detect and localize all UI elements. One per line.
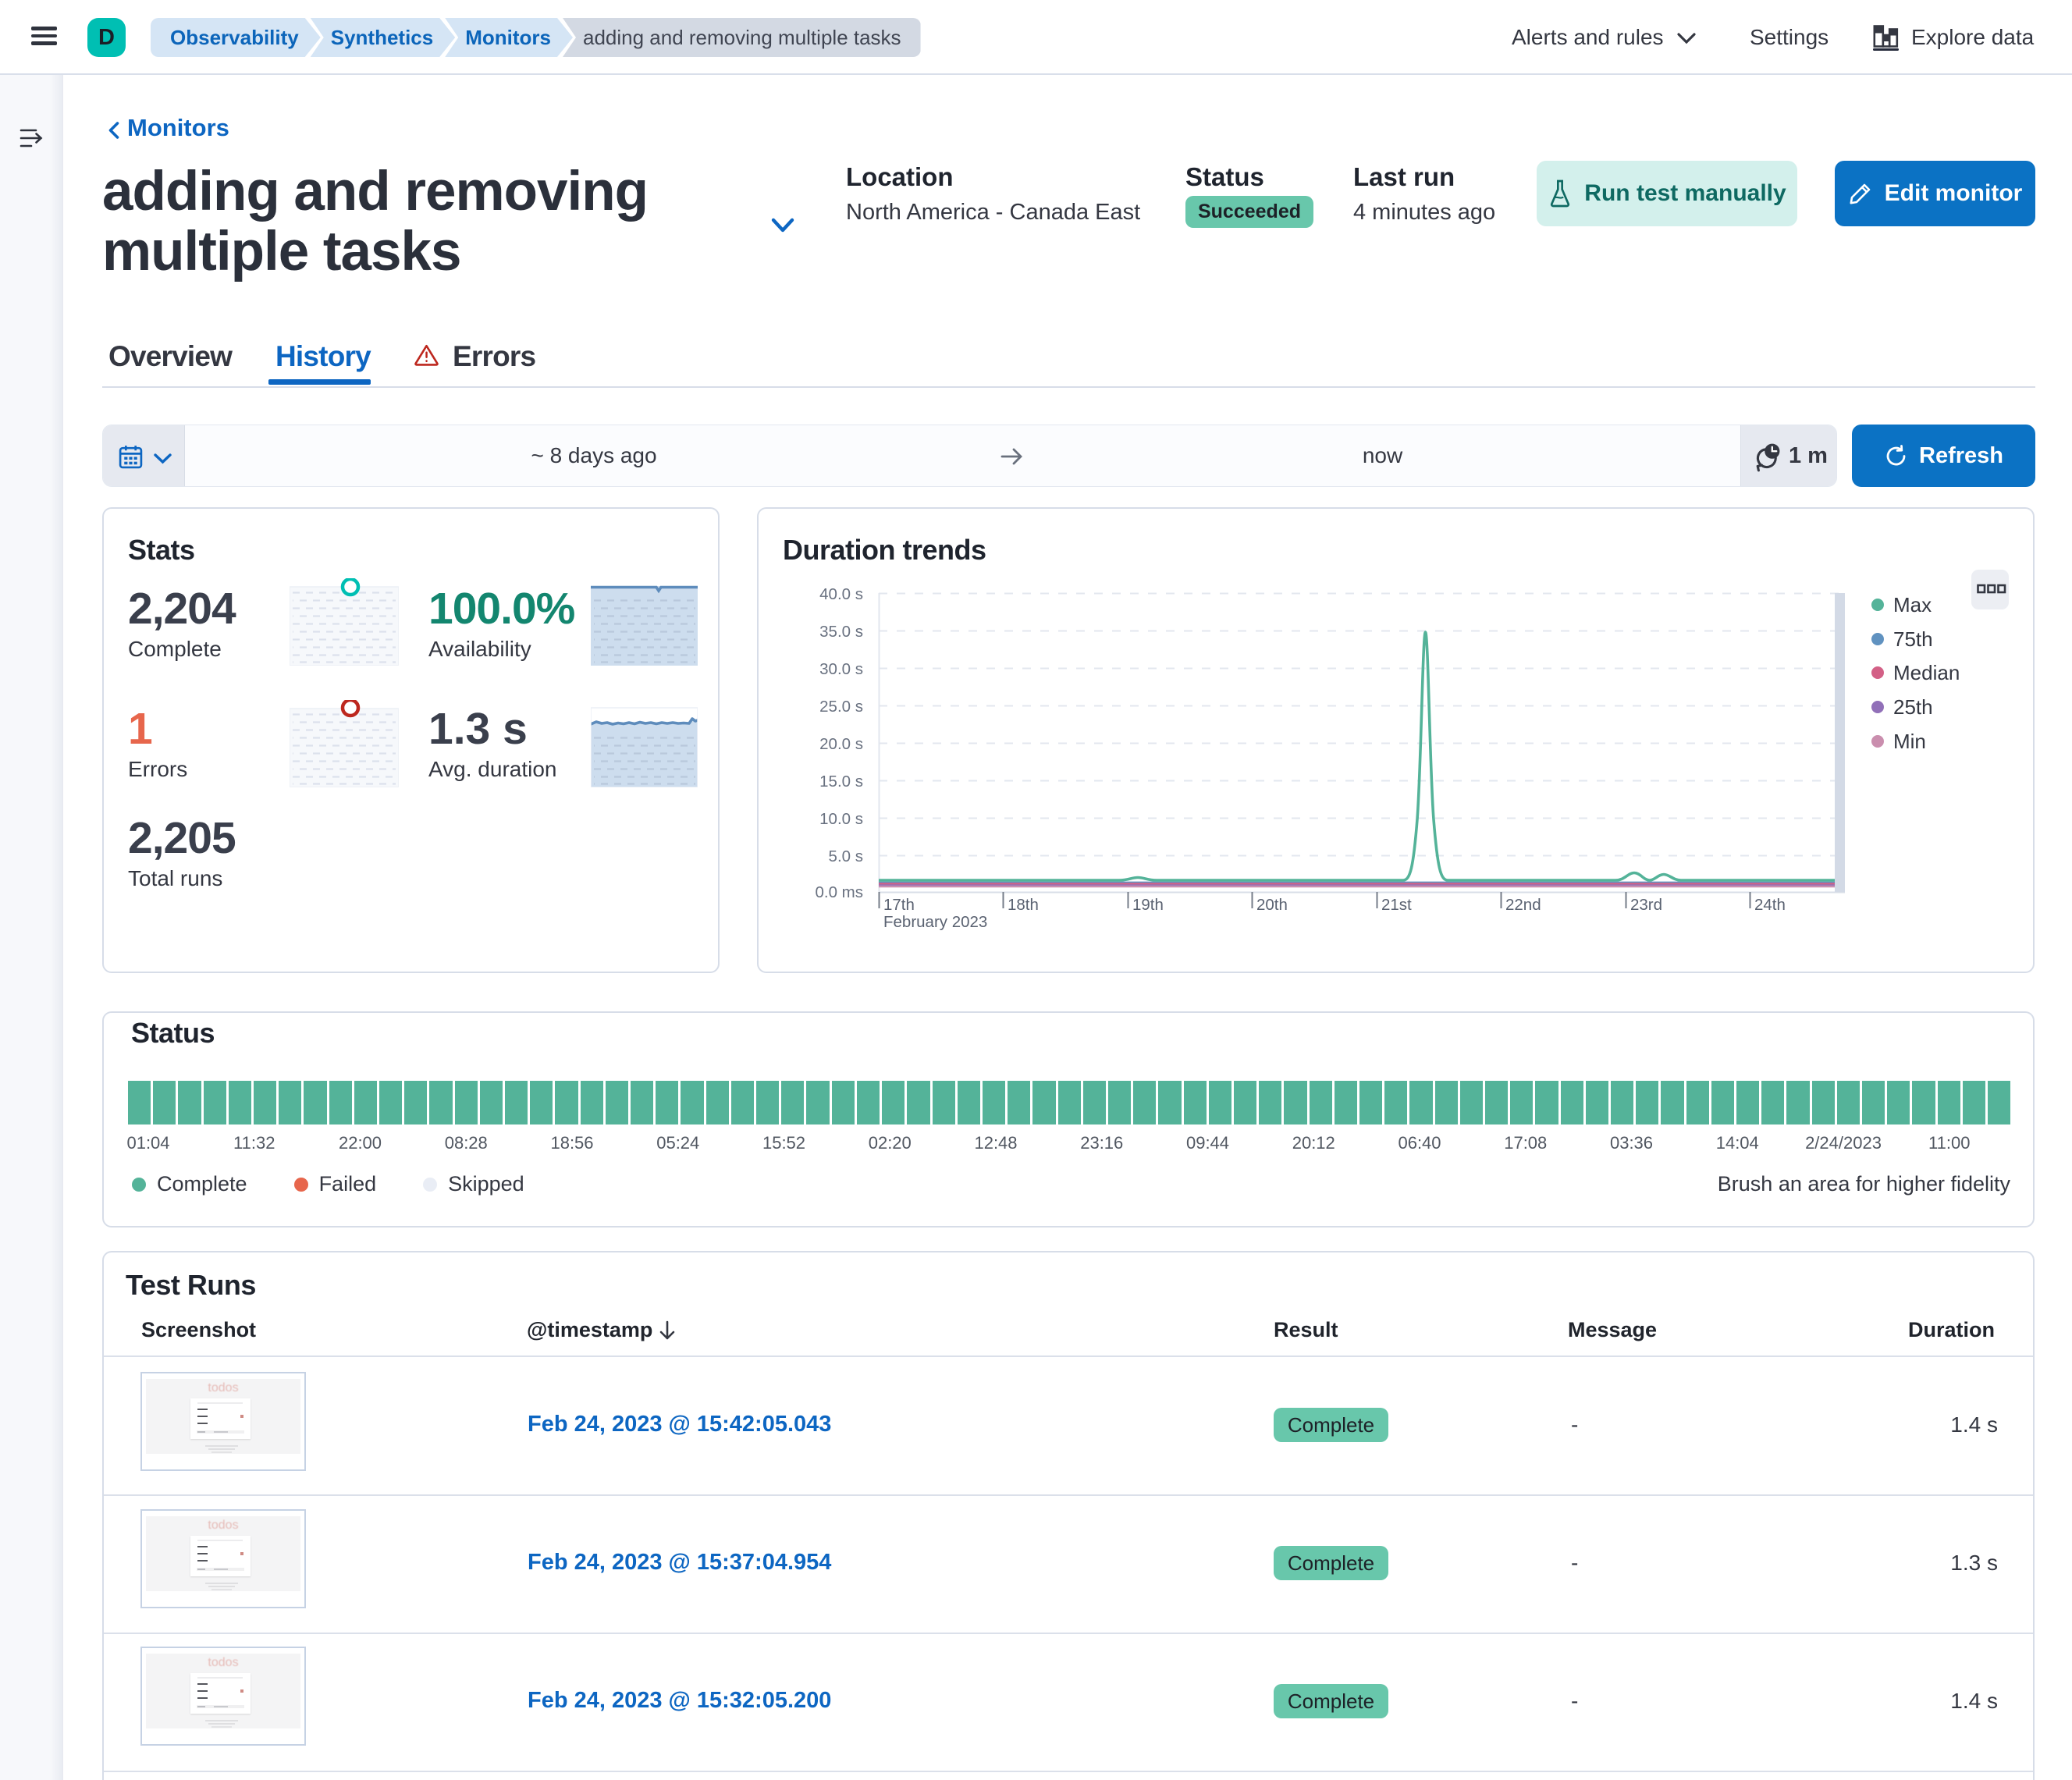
svg-text:25.0 s: 25.0 s: [819, 698, 863, 716]
svg-text:Max: Max: [1893, 593, 1932, 616]
svg-text:0.0 ms: 0.0 ms: [815, 883, 863, 901]
svg-text:15.0 s: 15.0 s: [819, 773, 863, 791]
svg-text:22nd: 22nd: [1505, 896, 1541, 914]
svg-text:30.0 s: 30.0 s: [819, 660, 863, 678]
svg-text:24th: 24th: [1754, 896, 1786, 914]
svg-text:23rd: 23rd: [1630, 896, 1662, 914]
svg-text:20th: 20th: [1256, 896, 1288, 914]
svg-text:20.0 s: 20.0 s: [819, 735, 863, 753]
svg-text:40.0 s: 40.0 s: [819, 585, 863, 603]
svg-text:19th: 19th: [1132, 896, 1164, 914]
svg-text:Min: Min: [1893, 730, 1926, 753]
svg-text:35.0 s: 35.0 s: [819, 623, 863, 641]
svg-text:February 2023: February 2023: [883, 913, 987, 931]
svg-text:18th: 18th: [1008, 896, 1039, 914]
svg-text:21st: 21st: [1381, 896, 1412, 914]
svg-text:Median: Median: [1893, 661, 1960, 684]
svg-text:75th: 75th: [1893, 627, 1933, 651]
svg-text:10.0 s: 10.0 s: [819, 810, 863, 828]
svg-text:5.0 s: 5.0 s: [829, 847, 863, 865]
svg-text:17th: 17th: [883, 896, 915, 914]
svg-text:25th: 25th: [1893, 695, 1933, 719]
